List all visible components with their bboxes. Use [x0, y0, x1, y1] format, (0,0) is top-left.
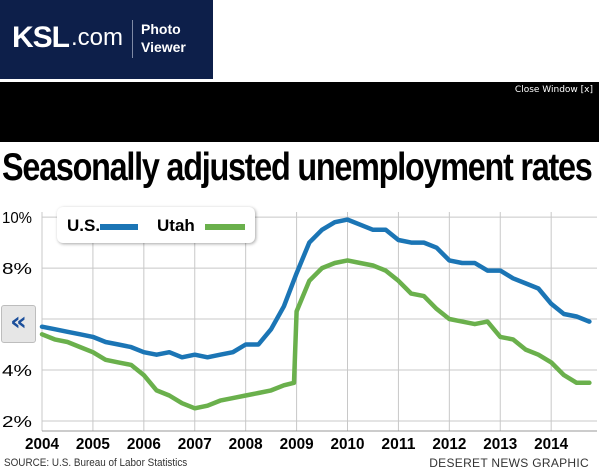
site-header: KSL .com Photo Viewer	[0, 0, 599, 82]
x-tick-label: 2013	[483, 436, 517, 453]
x-tick-label: 2009	[280, 436, 314, 453]
close-window-link[interactable]: Close Window [x]	[514, 85, 593, 95]
us-series-line	[39, 217, 592, 360]
x-tick-label: 2004	[25, 436, 59, 453]
legend-label-utah: Utah	[157, 216, 195, 235]
chart-source: SOURCE: U.S. Bureau of Labor Statistics	[4, 457, 188, 469]
chart-credit: DESERET NEWS GRAPHIC	[429, 456, 589, 470]
logo-subtitle-line2: Viewer	[141, 39, 186, 55]
utah-series-line	[39, 258, 592, 411]
chart-legend: U.S. Utah	[57, 207, 255, 243]
logo-subtitle: Photo Viewer	[141, 20, 211, 56]
logo-divider	[132, 20, 133, 58]
x-tick-label: 2005	[76, 436, 110, 453]
x-tick-label: 2006	[127, 436, 161, 453]
ksl-photo-viewer-logo[interactable]: KSL .com Photo Viewer	[0, 0, 213, 79]
logo-domain: .com	[71, 24, 124, 51]
double-chevron-left-icon: «	[10, 307, 27, 337]
x-tick-label: 2007	[178, 436, 212, 453]
logo-wordmark: KSL .com	[12, 18, 123, 58]
x-tick-label: 2008	[229, 436, 263, 453]
viewer-toolbar: Close Window [x]	[0, 82, 599, 142]
previous-photo-button[interactable]: «	[1, 305, 36, 343]
legend-swatch-utah	[205, 224, 245, 230]
legend-label-us: U.S.	[67, 216, 101, 235]
y-tick-label: 10%	[2, 210, 32, 227]
x-tick-label: 2012	[432, 436, 466, 453]
y-tick-label: 4%	[2, 363, 32, 380]
x-tick-label: 2010	[331, 436, 365, 453]
logo-subtitle-line1: Photo	[141, 21, 181, 37]
logo-brand: KSL	[12, 21, 70, 54]
y-tick-label: 8%	[2, 261, 32, 278]
y-tick-label: 2%	[2, 414, 32, 431]
x-tick-label: 2011	[381, 436, 415, 453]
x-tick-label: 2014	[534, 436, 568, 453]
chart-title: Seasonally adjusted unemployment rates	[2, 146, 593, 189]
legend-swatch-us	[100, 224, 138, 230]
